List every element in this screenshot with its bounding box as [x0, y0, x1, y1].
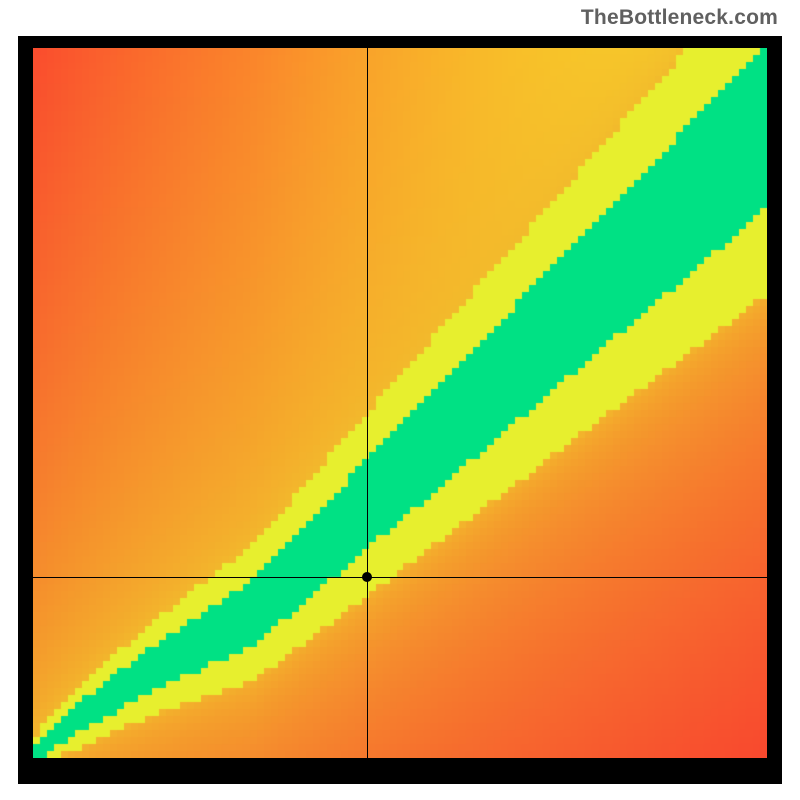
crosshair-horizontal-line [33, 577, 767, 578]
bottleneck-heatmap-canvas [33, 48, 767, 758]
chart-plot-area [33, 48, 767, 758]
crosshair-marker-dot [362, 572, 372, 582]
crosshair-vertical-line [367, 48, 368, 758]
attribution-text: TheBottleneck.com [581, 6, 778, 30]
chart-frame [18, 36, 782, 784]
